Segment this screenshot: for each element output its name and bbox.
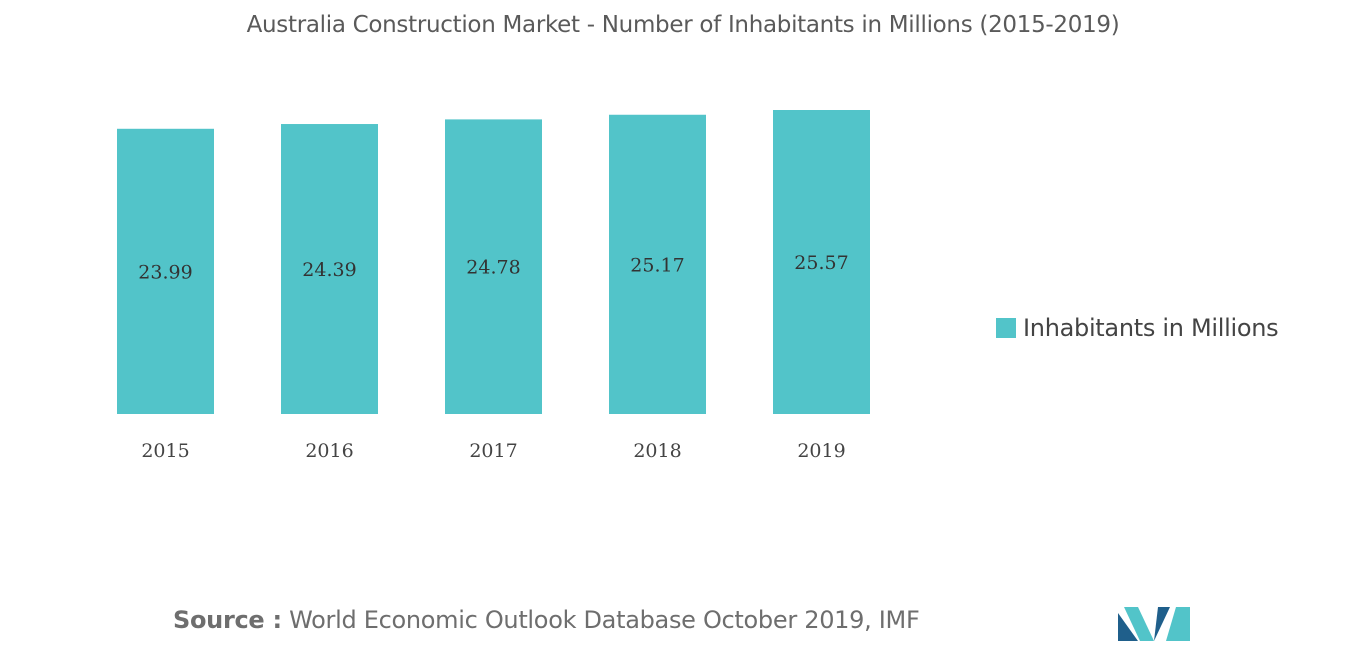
x-tick-label-2015: 2015 <box>141 440 189 462</box>
x-axis-tick-labels: 2015 2016 2017 2018 2019 <box>141 440 845 462</box>
data-label-2019: 25.57 <box>794 252 848 274</box>
x-tick-label-2017: 2017 <box>469 440 517 462</box>
source-text: World Economic Outlook Database October … <box>289 606 920 634</box>
source-label: Source : <box>173 606 282 634</box>
data-label-2018: 25.17 <box>630 254 684 276</box>
x-tick-label-2016: 2016 <box>305 440 353 462</box>
data-label-2015: 23.99 <box>138 261 192 283</box>
data-label-2017: 24.78 <box>466 257 520 279</box>
legend-swatch <box>996 318 1016 338</box>
bar-2015 <box>117 128 214 414</box>
legend-label: Inhabitants in Millions <box>1023 314 1279 342</box>
data-label-2016: 24.39 <box>302 259 356 281</box>
chart-title: Australia Construction Market - Number o… <box>246 12 1120 38</box>
bar-2017 <box>445 119 542 414</box>
x-tick-label-2018: 2018 <box>633 440 681 462</box>
bar-2019 <box>773 110 870 414</box>
bar-2018 <box>609 114 706 415</box>
bars-group <box>117 110 870 415</box>
value-labels-group: 23.99 24.39 24.78 25.17 25.57 <box>138 252 848 283</box>
brand-logo-icon <box>1118 607 1190 641</box>
legend: Inhabitants in Millions <box>996 314 1279 342</box>
bar-2016 <box>281 124 378 415</box>
x-tick-label-2019: 2019 <box>797 440 845 462</box>
source-note: Source : World Economic Outlook Database… <box>173 606 920 634</box>
